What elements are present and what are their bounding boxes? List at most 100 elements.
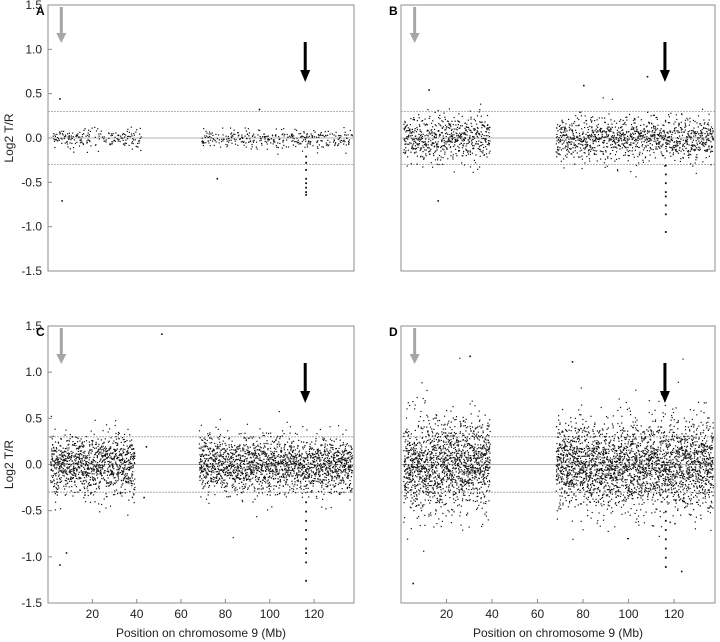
data-point [95,447,97,449]
data-point [407,130,409,132]
data-point [257,445,259,447]
data-point [655,148,657,150]
data-point [569,128,571,130]
data-point [242,491,244,493]
data-point [218,139,220,141]
data-point [118,469,120,471]
data-point [69,470,71,472]
data-point [339,140,341,142]
data-point [95,144,97,146]
data-point [704,122,706,124]
data-point [636,128,638,130]
data-point [569,148,571,150]
data-point [251,469,253,471]
data-point [91,473,93,475]
data-point [481,141,483,143]
data-points [403,75,714,233]
data-point [246,474,248,476]
data-point [312,457,314,459]
data-point [127,478,129,481]
data-point [702,141,704,144]
data-point [319,475,321,477]
gray-arrow-head [409,33,420,43]
data-point [127,450,129,452]
data-point [250,472,252,474]
data-point [468,128,470,130]
data-point [68,460,71,462]
data-point [685,125,687,127]
data-point [133,457,135,459]
data-point [639,154,641,156]
data-point [606,134,608,136]
data-point [104,454,106,456]
data-point [266,135,268,137]
data-point [588,152,590,154]
data-point [249,468,251,470]
data-point [261,465,263,468]
data-point [303,472,305,475]
data-point [300,454,302,457]
data-point [253,447,255,449]
data-point [467,150,469,152]
data-point [299,480,302,482]
data-point [235,459,237,461]
data-point [56,478,58,480]
data-point [453,128,455,130]
data-point [270,142,272,144]
data-point [71,486,73,488]
data-point [234,140,236,142]
data-point [659,147,661,149]
data-point [132,464,134,466]
data-point [661,146,663,148]
data-point [210,479,212,481]
data-point [90,484,92,486]
data-point [56,488,58,490]
data-point [594,150,596,152]
data-point [287,458,290,460]
data-point [712,131,714,133]
data-point [317,478,319,480]
data-point [52,435,54,437]
data-point [710,133,712,135]
data-point [108,137,110,139]
data-point [287,136,289,138]
data-point [198,443,200,445]
data-point [560,140,562,142]
data-point [133,451,135,453]
data-point [317,458,320,460]
data-point [234,490,236,492]
data-point [457,124,459,126]
data-point [117,443,119,445]
data-point [424,143,426,145]
data-point [323,450,325,452]
data-point [99,448,101,450]
data-point [301,474,303,476]
data-point [104,472,106,474]
data-point [302,448,304,450]
data-point [694,149,697,151]
data-point [420,136,422,138]
data-point [594,130,596,132]
data-point [409,128,411,130]
data-point [321,469,324,471]
data-point [225,458,227,460]
data-point [82,474,84,476]
data-point [201,141,204,143]
data-point [260,471,262,473]
data-point [96,451,98,453]
data-point [125,461,127,463]
data-point [704,144,706,146]
data-point [126,477,128,479]
data-point [474,137,476,139]
data-point [304,137,306,139]
data-point [311,447,314,449]
data-point [88,451,90,453]
data-point [645,139,647,141]
data-point [243,466,245,469]
data-point [107,470,109,472]
data-point [130,454,132,456]
data-point [469,110,471,112]
data-point [100,130,102,132]
data-point [651,131,653,133]
data-point [434,145,436,147]
